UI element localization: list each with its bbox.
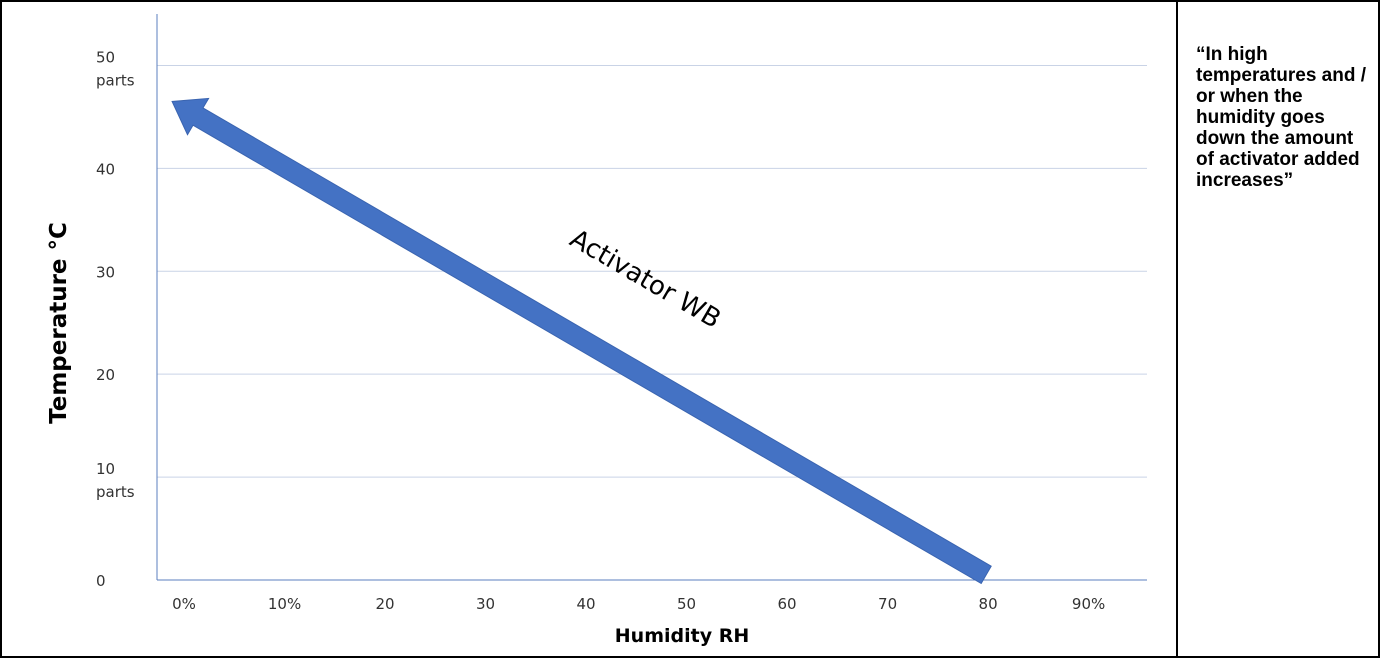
x-tick-label: 80 <box>979 595 998 613</box>
chart-cell <box>1176 0 1178 658</box>
series-label: Activator WB <box>565 224 726 335</box>
x-tick-labels: 0% 10% 20 30 40 50 60 70 80 90% <box>172 595 1105 613</box>
x-tick-label: 30 <box>476 595 495 613</box>
x-tick-label: 20 <box>375 595 394 613</box>
annotation-quote: “In high temperatures and / or when the … <box>1196 44 1366 191</box>
x-tick-label: 90% <box>1072 595 1105 613</box>
series-arrow <box>171 97 992 585</box>
x-tick-label: 40 <box>577 595 596 613</box>
y-tick-label: 50 <box>96 48 115 66</box>
y-tick-label: 10 <box>96 460 115 478</box>
y-tick-sublabel: parts <box>96 71 135 89</box>
chart-svg: 0 10 parts 20 30 40 50 parts 0% 10% 20 30 40 50 60 70 8… <box>46 14 1147 647</box>
y-tick-label: 20 <box>96 366 115 384</box>
x-axis-label: Humidity RH <box>615 625 749 647</box>
y-axis-label: Temperature °C <box>46 222 72 424</box>
x-tick-label: 60 <box>778 595 797 613</box>
y-tick-label: 30 <box>96 263 115 281</box>
x-tick-label: 70 <box>878 595 897 613</box>
x-tick-label: 10% <box>268 595 301 613</box>
y-tick-sublabel: parts <box>96 483 135 501</box>
x-tick-label: 50 <box>677 595 696 613</box>
y-tick-label: 40 <box>96 160 115 178</box>
series-marks: Activator WB <box>171 97 992 585</box>
x-tick-label: 0% <box>172 595 196 613</box>
y-tick-labels: 0 10 parts 20 30 40 50 parts <box>96 48 135 590</box>
y-tick-label: 0 <box>96 572 106 590</box>
